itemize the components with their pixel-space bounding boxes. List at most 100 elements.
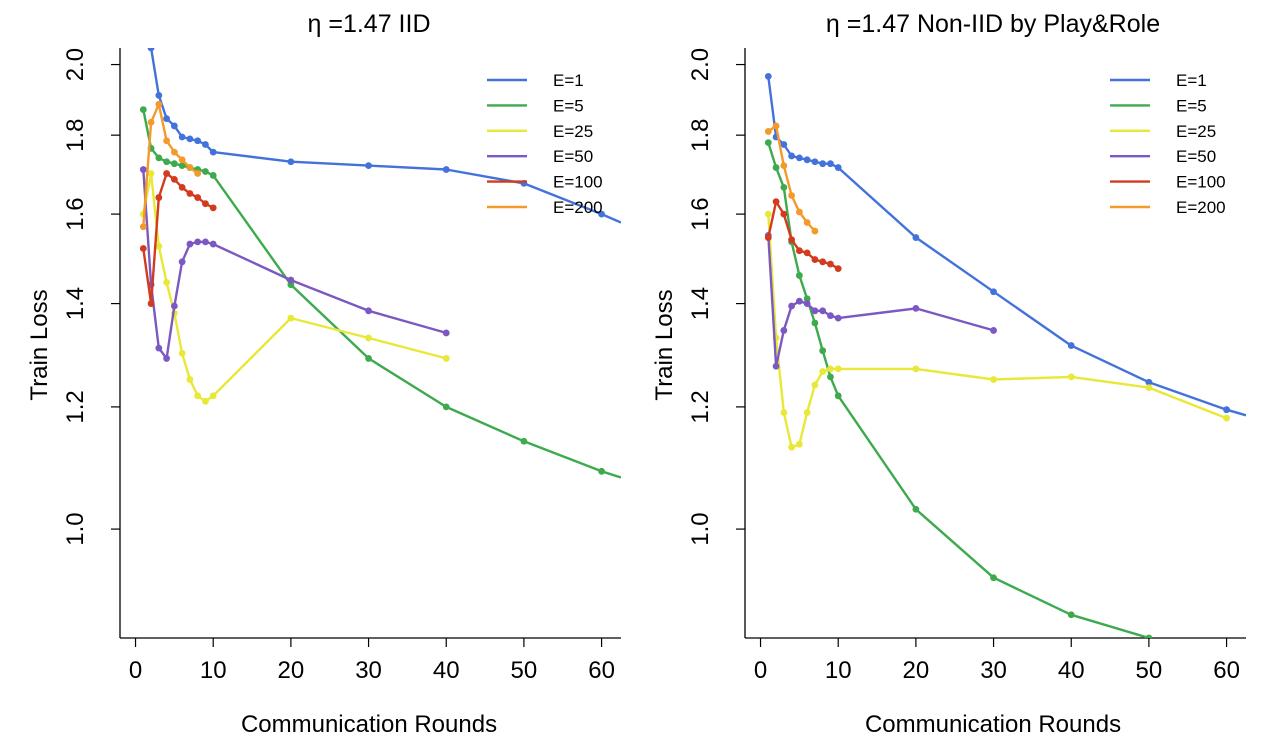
data-point (442, 355, 450, 362)
x-tick-label: 30 (355, 657, 382, 684)
data-point (202, 141, 209, 148)
panel-iid: η =1.47 IID Communication Rounds Train L… (26, 10, 621, 738)
y-tick-label: 2.0 (62, 48, 89, 81)
data-point (1145, 384, 1153, 392)
data-point (186, 190, 194, 197)
series-line (767, 214, 1228, 449)
data-point (194, 170, 202, 177)
data-point (194, 392, 202, 400)
data-point (1067, 373, 1075, 381)
data-point (795, 272, 803, 279)
series-line (142, 172, 214, 305)
data-point (178, 162, 186, 170)
data-point (442, 329, 450, 337)
data-point (772, 122, 780, 130)
data-point (788, 152, 796, 160)
data-point (819, 368, 827, 375)
data-point (788, 192, 796, 199)
data-point (834, 365, 842, 373)
data-point (803, 219, 811, 226)
data-point (990, 327, 997, 334)
data-point (598, 210, 605, 218)
data-point (178, 184, 186, 191)
data-point (803, 409, 811, 416)
data-point (1067, 342, 1075, 349)
data-point (788, 236, 796, 244)
data-point (1223, 414, 1230, 422)
data-point (194, 194, 202, 201)
legend-label: E=100 (1176, 173, 1226, 192)
y-tick-label: 1.8 (687, 118, 714, 151)
x-tick-label: 30 (980, 657, 1007, 684)
data-point (287, 276, 295, 284)
data-point (772, 362, 780, 370)
y-tick-label: 1.6 (687, 197, 714, 230)
data-point (598, 467, 605, 475)
data-point (139, 223, 147, 231)
series-line (767, 200, 839, 270)
legend-label: E=25 (553, 122, 593, 141)
data-point (155, 242, 163, 250)
data-point (819, 307, 827, 315)
y-tick-label: 2.0 (687, 48, 714, 81)
data-point (1145, 378, 1153, 386)
y-axis-label: Train Loss (651, 289, 678, 400)
data-point (520, 437, 528, 445)
data-point (834, 265, 842, 273)
data-point (827, 365, 834, 373)
data-point (811, 227, 819, 235)
data-point (170, 176, 178, 183)
data-point (209, 172, 217, 179)
data-point (780, 210, 788, 218)
data-point (209, 392, 217, 400)
data-point (780, 327, 788, 334)
legend-label: E=200 (1176, 198, 1226, 217)
x-tick-label: 10 (200, 657, 227, 684)
y-tick-label: 1.4 (62, 287, 89, 320)
data-point (827, 373, 834, 381)
data-point (163, 278, 171, 286)
data-point (780, 184, 788, 191)
data-point (780, 141, 788, 148)
data-point (155, 194, 163, 201)
data-point (163, 137, 171, 145)
data-point (170, 148, 178, 156)
data-point (147, 300, 155, 307)
data-point (186, 135, 194, 143)
data-point (442, 403, 450, 411)
y-tick-label: 1.2 (62, 390, 89, 423)
y-tick-label: 1.4 (687, 287, 714, 320)
data-point (795, 154, 803, 162)
data-point (764, 128, 772, 135)
data-point (811, 307, 819, 315)
data-point (186, 376, 194, 383)
data-point (287, 158, 295, 166)
x-axis-label: Communication Rounds (865, 711, 1121, 738)
plot-area (139, 48, 621, 479)
data-point (202, 168, 209, 175)
data-point (772, 198, 780, 206)
data-point (139, 245, 147, 252)
data-point (186, 164, 194, 171)
data-point (990, 376, 997, 383)
data-point (186, 240, 194, 248)
data-point (163, 355, 171, 362)
legend-label: E=25 (1176, 122, 1216, 141)
data-point (170, 122, 178, 130)
panel-title: η =1.47 IID (308, 10, 431, 38)
data-point (803, 156, 811, 164)
panel-title: η =1.47 Non-IID by Play&Role (826, 10, 1160, 38)
data-point (1145, 634, 1153, 638)
x-tick-label: 40 (1058, 657, 1085, 684)
data-point (178, 349, 186, 357)
data-point (795, 297, 803, 305)
x-tick-label: 20 (278, 657, 305, 684)
data-point (139, 166, 147, 173)
data-point (163, 115, 171, 123)
data-point (788, 443, 796, 451)
data-point (827, 260, 834, 268)
data-point (365, 334, 372, 342)
data-point (834, 164, 842, 171)
data-point (163, 158, 171, 166)
